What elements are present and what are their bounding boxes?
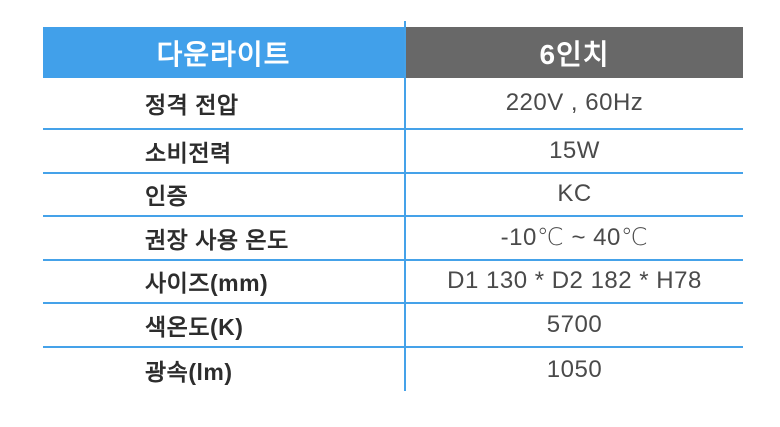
table-row: 색온도(K) 5700 — [43, 304, 743, 348]
spec-label-certification: 인증 — [145, 183, 189, 210]
spec-value-operating-temperature: -10℃ ~ 40℃ — [500, 224, 649, 252]
spec-label-luminous-flux: 광속(lm) — [145, 358, 233, 385]
header-product-name: 다운라이트 — [43, 27, 404, 78]
spec-value-color-temperature: 5700 — [546, 310, 603, 338]
spec-label-color-temperature: 색온도(K) — [145, 313, 244, 340]
spec-value-power-consumption: 15W — [549, 136, 600, 164]
header-size-variant: 6인치 — [406, 27, 743, 78]
table-row: 인증 KC — [43, 174, 743, 217]
spec-table: 다운라이트 6인치 정격 전압 220V , 60Hz 소비전력 15W 인증 … — [43, 21, 743, 392]
table-row: 정격 전압 220V , 60Hz — [43, 78, 743, 130]
table-row: 사이즈(mm) D1 130 * D2 182 * H78 — [43, 261, 743, 304]
table-header-row: 다운라이트 6인치 — [43, 27, 743, 78]
spec-value-size: D1 130 * D2 182 * H78 — [447, 267, 702, 295]
spec-label-operating-temperature: 권장 사용 온도 — [145, 226, 289, 253]
spec-value-certification: KC — [557, 180, 592, 208]
column-divider — [404, 21, 406, 391]
table-row: 광속(lm) 1050 — [43, 348, 743, 392]
spec-value-rated-voltage: 220V , 60Hz — [505, 89, 644, 116]
spec-label-rated-voltage: 정격 전압 — [145, 92, 239, 118]
spec-label-size: 사이즈(mm) — [145, 270, 269, 297]
table-row: 권장 사용 온도 -10℃ ~ 40℃ — [43, 217, 743, 261]
table-row: 소비전력 15W — [43, 130, 743, 174]
spec-label-power-consumption: 소비전력 — [145, 139, 232, 166]
spec-value-luminous-flux: 1050 — [546, 355, 603, 383]
